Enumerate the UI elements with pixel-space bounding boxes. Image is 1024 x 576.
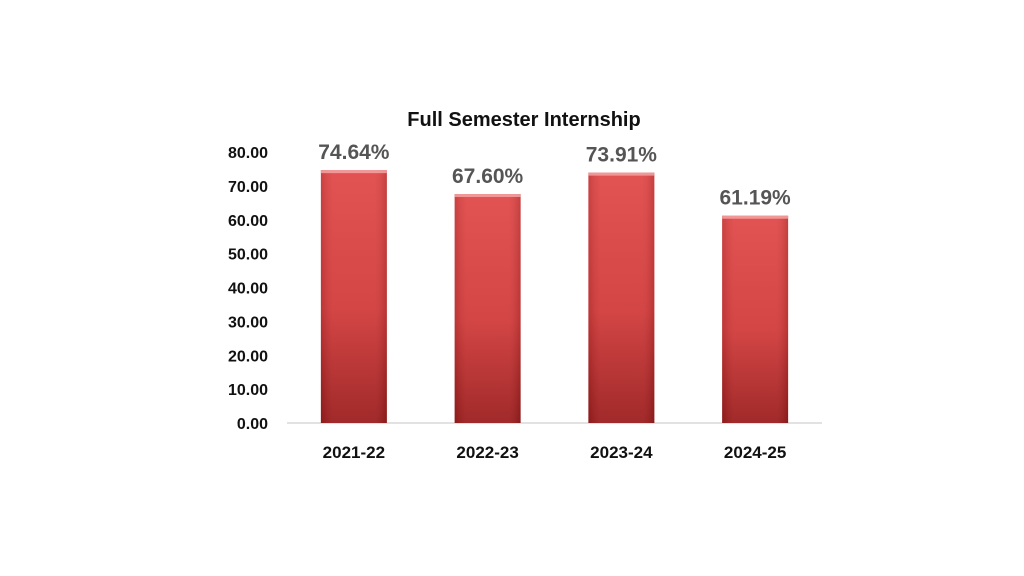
data-label: 74.64% xyxy=(318,141,390,164)
bar-shading xyxy=(588,172,655,423)
bar-2024-25 xyxy=(722,215,789,423)
y-tick-label: 60.00 xyxy=(228,213,268,230)
x-axis-ticks: 2021-22 2022-23 2023-24 2024-25 xyxy=(323,443,787,462)
bar-2021-22 xyxy=(320,170,387,423)
data-labels: 74.64% 67.60% 73.91% 61.19% xyxy=(318,141,791,210)
bar-shading xyxy=(722,215,789,423)
bar-top-highlight xyxy=(722,215,789,219)
x-tick-label: 2021-22 xyxy=(323,443,385,462)
y-tick-label: 40.00 xyxy=(228,281,268,298)
data-label: 73.91% xyxy=(586,144,658,167)
bar-top-highlight xyxy=(320,170,387,174)
x-tick-label: 2023-24 xyxy=(590,443,653,462)
y-tick-label: 20.00 xyxy=(228,348,268,365)
bars xyxy=(320,170,789,423)
y-tick-label: 0.00 xyxy=(237,416,268,433)
x-tick-label: 2024-25 xyxy=(724,443,786,462)
bar-shading xyxy=(454,194,521,423)
chart-title: Full Semester Internship xyxy=(407,109,640,131)
bar-2022-23 xyxy=(454,194,521,423)
y-tick-label: 30.00 xyxy=(228,314,268,331)
y-tick-label: 70.00 xyxy=(228,179,268,196)
x-tick-label: 2022-23 xyxy=(456,443,518,462)
y-tick-label: 80.00 xyxy=(228,145,268,162)
bar-2023-24 xyxy=(588,172,655,423)
y-tick-label: 50.00 xyxy=(228,247,268,264)
bar-shading xyxy=(320,170,387,423)
bar-top-highlight xyxy=(454,194,521,198)
y-tick-label: 10.00 xyxy=(228,382,268,399)
y-axis-ticks: 0.00 10.00 20.00 30.00 40.00 50.00 60.00 70.00 8… xyxy=(228,145,268,433)
data-label: 67.60% xyxy=(452,165,524,188)
bar-top-highlight xyxy=(588,172,655,176)
data-label: 61.19% xyxy=(720,187,792,210)
